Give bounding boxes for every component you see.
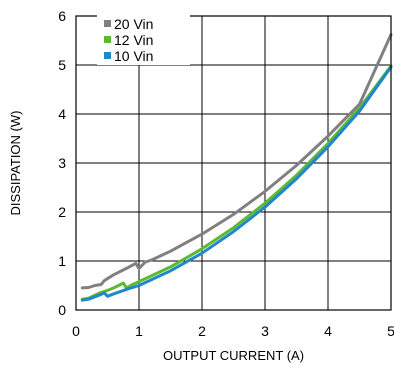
x-tick-label: 1 [135, 323, 143, 339]
y-tick-label: 4 [58, 106, 66, 122]
series-line-12-vin [80, 64, 393, 301]
legend-swatch [104, 20, 111, 27]
x-axis-label: OUTPUT CURRENT (A) [163, 348, 304, 363]
series-line-10-vin [80, 65, 393, 302]
plot-frame [75, 15, 392, 311]
tick-label-layer: 0 1 2 3 4 5 0 1 2 3 4 5 6 [58, 8, 394, 339]
x-tick-label: 3 [261, 323, 269, 339]
x-tick-label: 0 [72, 323, 80, 339]
y-tick-label: 6 [58, 8, 66, 24]
x-tick-label: 5 [387, 323, 394, 339]
x-tick-label: 2 [198, 323, 206, 339]
y-tick-label: 5 [58, 57, 66, 73]
x-tick-label: 4 [324, 323, 332, 339]
legend-label: 12 Vin [114, 32, 153, 48]
legend-label: 20 Vin [114, 16, 153, 32]
y-tick-label: 3 [58, 155, 66, 171]
legend-background [97, 13, 190, 65]
legend-swatch [104, 52, 111, 59]
legend-label: 10 Vin [114, 48, 153, 64]
series-layer [80, 33, 393, 302]
y-tick-label: 0 [58, 302, 66, 318]
series-line-20-vin [80, 33, 393, 290]
y-tick-label: 1 [58, 253, 66, 269]
y-axis-label: DISSIPATION (W) [8, 111, 23, 216]
legend-swatch [104, 36, 111, 43]
y-tick-label: 2 [58, 204, 66, 220]
grid-layer [76, 16, 391, 310]
plot-frame-layer [75, 15, 392, 311]
